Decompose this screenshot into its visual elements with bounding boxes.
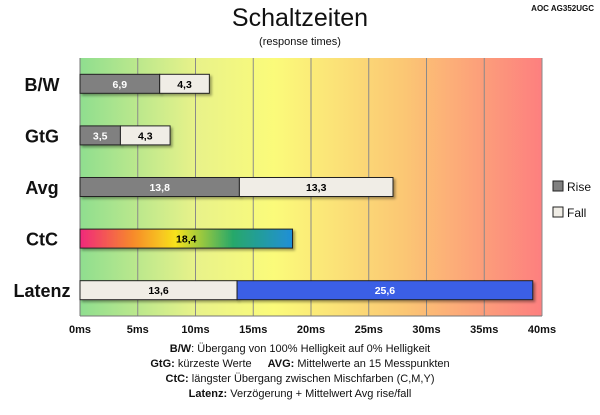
x-tick-label: 10ms <box>181 324 209 336</box>
legend-label: Rise <box>567 180 591 194</box>
monitor-model: AOC AG352UGC <box>531 4 594 13</box>
footnote-bw: B/W: Übergang von 100% Helligkeit auf 0%… <box>169 343 431 355</box>
chart-title: Schaltzeiten <box>231 4 369 32</box>
bar-value-label: 3,5 <box>93 130 108 142</box>
legend-label: Fall <box>567 206 586 220</box>
x-tick-label: 25ms <box>355 324 383 336</box>
x-tick-label: 0ms <box>69 324 91 336</box>
bar-value-label: 13,6 <box>148 285 169 297</box>
bar-value-label: 13,8 <box>149 182 170 194</box>
footnotes: B/W: Übergang von 100% Helligkeit auf 0%… <box>0 342 600 402</box>
chart-subtitle: (response times) <box>259 36 341 48</box>
bar-segment <box>236 280 534 301</box>
bar-value-label: 4,3 <box>177 79 192 91</box>
x-tick-label: 5ms <box>127 324 149 336</box>
x-tick-label: 30ms <box>412 324 440 336</box>
y-category-label: GtG <box>25 126 59 146</box>
bar-segment <box>119 125 171 146</box>
x-tick-label: 35ms <box>470 324 498 336</box>
bar-value-label: 25,6 <box>375 285 396 297</box>
footnote-latenz: Latenz: Verzögerung + Mittelwert Avg ris… <box>188 388 412 400</box>
y-category-label: Latenz <box>13 281 70 301</box>
bar-value-label: 6,9 <box>113 79 128 91</box>
y-category-label: Avg <box>25 178 58 198</box>
bar-value-label: 13,3 <box>306 182 327 194</box>
bar-segment <box>238 177 394 197</box>
bar-value-label: 4,3 <box>138 130 153 142</box>
y-category-label: CtC <box>26 230 58 250</box>
x-tick-label: 15ms <box>239 324 267 336</box>
bar-segment <box>79 228 294 249</box>
x-tick-label: 20ms <box>297 324 325 336</box>
legend-swatch <box>552 180 564 192</box>
footnote-ctc: CtC: längster Übergang zwischen Mischfar… <box>165 373 435 385</box>
bar-segment <box>159 73 210 94</box>
x-tick-label: 40ms <box>528 324 556 336</box>
legend-swatch <box>552 206 564 218</box>
y-category-label: B/W <box>25 75 60 95</box>
plot-svg: 0ms 5ms 10ms 15ms 20ms 25ms 30ms 35ms 40ms B/W 6,9… <box>13 58 591 336</box>
footnote-gtg-avg: GtG: kürzeste Werte AVG: Mittelwerte an 1… <box>150 358 450 370</box>
bar-value-label: 18,4 <box>176 234 197 246</box>
